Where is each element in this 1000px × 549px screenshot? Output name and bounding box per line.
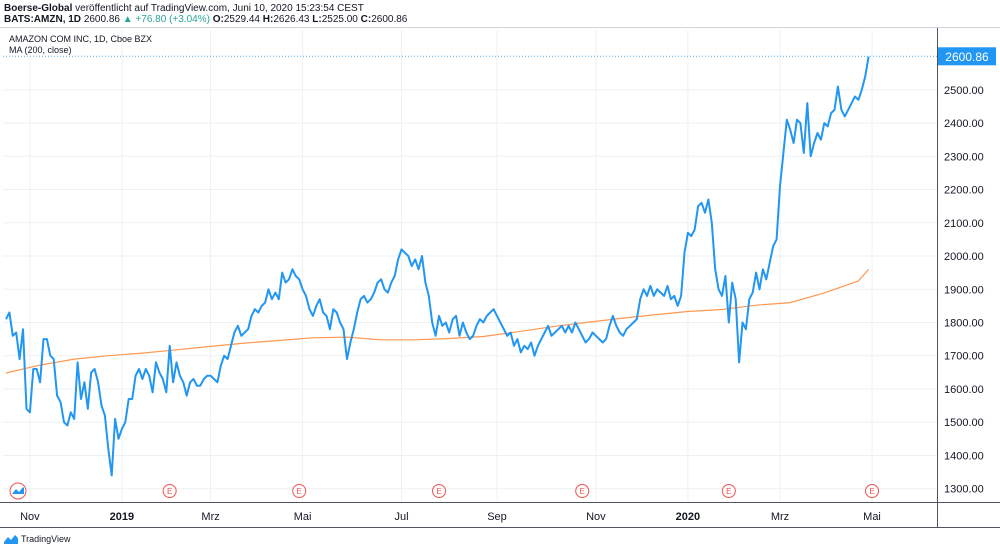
y-tick-label: 2500.00	[944, 85, 984, 97]
ma-200-line	[5, 268, 870, 374]
earnings-marker-label: E	[297, 487, 302, 496]
publisher-name[interactable]: Boerse-Global	[4, 3, 73, 14]
close-label: C:	[360, 14, 372, 25]
x-tick-label: Nov	[20, 511, 40, 523]
x-tick-label: Mai	[863, 511, 881, 523]
x-tick-label: Mrz	[771, 511, 789, 523]
high-label: H:	[262, 14, 274, 25]
low-value: 2525.00	[321, 14, 358, 25]
low-label: L:	[312, 14, 322, 25]
last-price-badge-label: 2600.86	[945, 50, 989, 64]
last-price-badge	[938, 47, 996, 66]
earnings-marker[interactable]	[292, 484, 307, 498]
y-tick-label: 2400.00	[944, 118, 984, 130]
publish-info: Boerse-Global veröffentlicht auf Trading…	[4, 3, 364, 14]
y-tick-label: 2300.00	[944, 151, 984, 163]
high-value: 2626.43	[273, 14, 310, 25]
earnings-marker[interactable]	[865, 484, 880, 498]
y-tick-label: 2100.00	[944, 218, 984, 230]
x-tick-label: Sep	[487, 511, 507, 523]
earnings-marker[interactable]	[162, 484, 177, 498]
y-tick-label: 2000.00	[944, 251, 984, 263]
last-price: 2600.86	[83, 14, 120, 25]
earnings-marker-label: E	[869, 487, 874, 496]
earnings-marker-label: E	[726, 487, 731, 496]
x-tick-label: Mai	[294, 511, 312, 523]
price-change: ▲ +76.80 (+3.04%)	[122, 14, 210, 25]
open-value: 2529.44	[223, 14, 260, 25]
y-tick-label: 1800.00	[944, 318, 984, 330]
earnings-marker[interactable]	[432, 484, 447, 498]
price-line	[5, 56, 870, 477]
earnings-marker[interactable]	[575, 484, 590, 498]
earnings-marker-label: E	[436, 487, 441, 496]
y-tick-label: 1900.00	[944, 284, 984, 296]
x-tick-label: 2020	[676, 511, 700, 523]
quote-line: BATS:AMZN, 1D 2600.86 ▲ +76.80 (+3.04%) …	[4, 14, 407, 25]
earnings-marker-label: E	[580, 487, 585, 496]
tradingview-logo-icon	[4, 535, 18, 544]
legend-indicator[interactable]: MA (200, close)	[9, 45, 72, 55]
event-chart-icon	[12, 487, 24, 494]
close-value: 2600.86	[371, 14, 408, 25]
footer: TradingView	[4, 531, 71, 547]
chart-legend: AMAZON COM INC, 1D, Cboe BZX MA (200, cl…	[9, 34, 152, 56]
symbol-label[interactable]: BATS:AMZN, 1D	[4, 14, 82, 25]
earnings-marker[interactable]	[721, 484, 736, 498]
earnings-marker-label: E	[167, 487, 172, 496]
open-label: O:	[212, 14, 224, 25]
y-tick-label: 1500.00	[944, 417, 984, 429]
legend-title[interactable]: AMAZON COM INC, 1D, Cboe BZX	[9, 34, 153, 44]
y-tick-label: 1300.00	[944, 484, 984, 496]
y-tick-label: 1700.00	[944, 351, 984, 363]
x-tick-label: Mrz	[201, 511, 219, 523]
x-tick-label: 2019	[110, 511, 134, 523]
footer-brand[interactable]: TradingView	[21, 534, 71, 544]
y-tick-label: 1600.00	[944, 384, 984, 396]
x-tick-label: Jul	[394, 511, 408, 523]
y-tick-label: 1400.00	[944, 450, 984, 462]
chart-header: Boerse-Global veröffentlicht auf Trading…	[0, 0, 1000, 27]
x-tick-label: Nov	[586, 511, 606, 523]
publish-text: veröffentlicht auf TradingView.com, Juni…	[75, 3, 364, 14]
y-tick-label: 2200.00	[944, 185, 984, 197]
